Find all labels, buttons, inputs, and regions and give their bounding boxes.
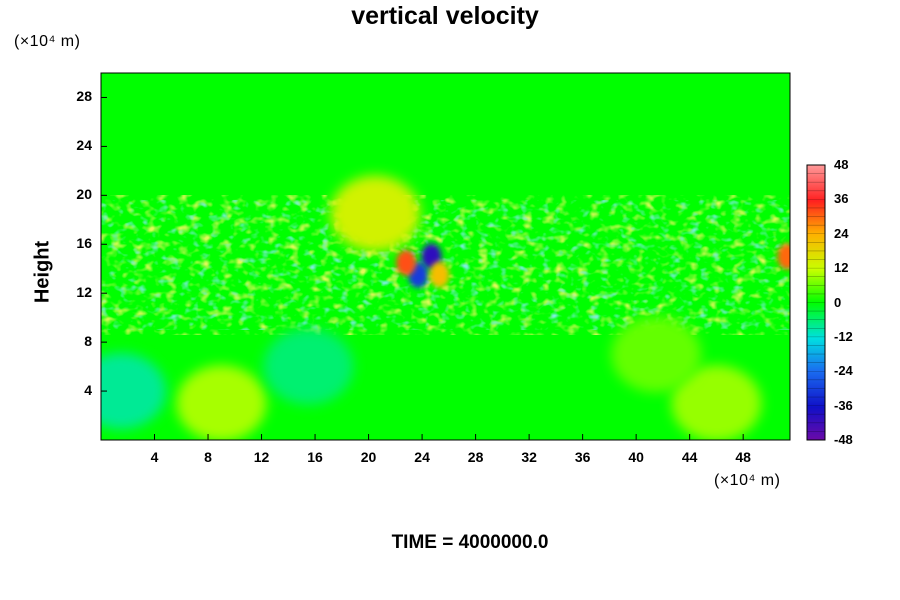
feature-8 bbox=[429, 261, 450, 288]
feature-10 bbox=[777, 243, 790, 270]
x-tick-label: 12 bbox=[253, 449, 270, 465]
x-tick-label: 32 bbox=[521, 449, 537, 465]
feature-3 bbox=[263, 328, 354, 405]
colorbar-tick-label: -12 bbox=[834, 328, 853, 344]
feature-2 bbox=[101, 353, 167, 430]
y-tick-label: 28 bbox=[76, 88, 92, 105]
y-tick-label: 8 bbox=[84, 333, 92, 350]
x-axis-ticks bbox=[154, 434, 744, 440]
feature-0 bbox=[176, 365, 267, 440]
colorbar-tick-label: 12 bbox=[834, 260, 849, 276]
colorbar-tick-label: 36 bbox=[834, 191, 849, 207]
x-tick-label: 4 bbox=[150, 449, 159, 465]
feature-4 bbox=[611, 316, 702, 393]
x-tick-label: 28 bbox=[467, 449, 484, 465]
time-caption: TIME = 4000000.0 bbox=[391, 532, 549, 553]
y-tick-label: 24 bbox=[76, 137, 92, 154]
feature-7 bbox=[396, 249, 417, 276]
y-tick-label: 12 bbox=[76, 284, 92, 301]
colorbar-tick-label: 48 bbox=[834, 157, 849, 172]
x-tick-label: 8 bbox=[204, 449, 212, 465]
contour-features bbox=[101, 175, 790, 440]
y-axis-ticks bbox=[101, 96, 107, 392]
x-axis-unit: (×10⁴ m) bbox=[714, 472, 781, 489]
feature-9 bbox=[330, 175, 421, 252]
colorbar-tick-label: -48 bbox=[834, 432, 853, 447]
plot-frame bbox=[100, 72, 791, 441]
colorbar-frame bbox=[806, 164, 826, 441]
colorbar bbox=[807, 165, 825, 440]
x-tick-label: 16 bbox=[307, 449, 323, 465]
y-tick-label: 20 bbox=[76, 186, 92, 203]
x-tick-label: 36 bbox=[574, 449, 591, 465]
colorbar-tick-label: -36 bbox=[834, 397, 853, 413]
y-tick-label: 4 bbox=[84, 382, 92, 399]
y-axis-unit: (×10⁴ m) bbox=[14, 33, 81, 50]
chart-title: vertical velocity bbox=[351, 2, 539, 30]
x-tick-label: 48 bbox=[735, 449, 751, 465]
x-tick-label: 40 bbox=[628, 449, 644, 465]
colorbar-tick-label: 24 bbox=[834, 225, 849, 241]
feature-1 bbox=[671, 365, 762, 440]
y-tick-label: 16 bbox=[76, 235, 92, 252]
colorbar-tick-label: -24 bbox=[834, 363, 853, 379]
x-tick-label: 24 bbox=[414, 449, 430, 465]
colorbar-levels bbox=[807, 173, 825, 432]
x-tick-label: 44 bbox=[681, 449, 698, 465]
colorbar-tick-label: 0 bbox=[834, 294, 842, 310]
x-tick-label: 20 bbox=[360, 449, 377, 465]
